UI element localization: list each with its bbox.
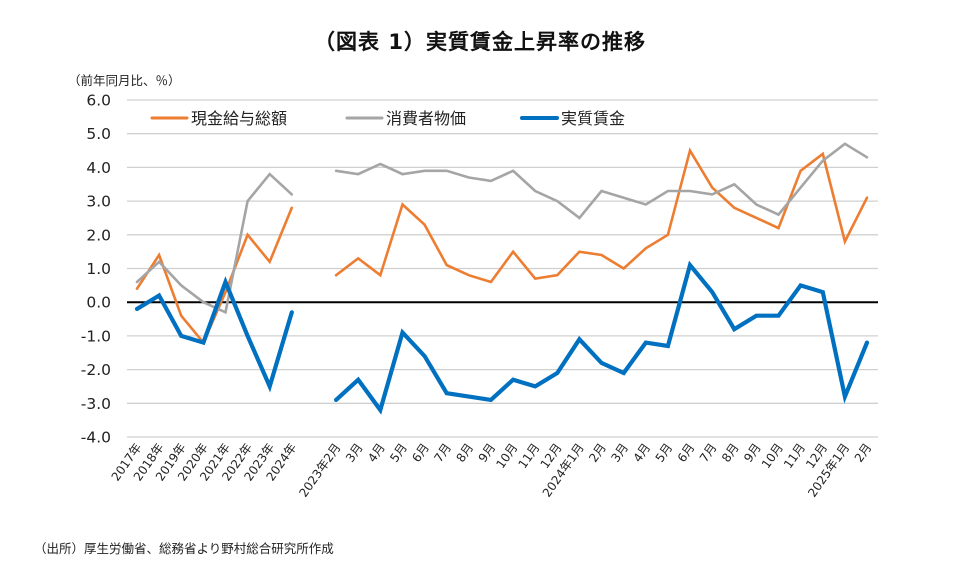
y-tick-label: 5.0 xyxy=(86,125,111,143)
x-tick-label: 6月 xyxy=(675,441,698,465)
y-tick-label: 0.0 xyxy=(86,294,111,312)
y-tick-label: -2.0 xyxy=(81,361,111,379)
chart-title: （図表 1）実質賃金上昇率の推移 xyxy=(314,30,646,54)
x-tick-label: 7月 xyxy=(431,441,454,465)
x-tick-label: 5月 xyxy=(653,441,676,465)
x-tick-label: 8月 xyxy=(454,441,477,465)
series-line xyxy=(334,147,869,284)
series-1 xyxy=(135,142,869,315)
gridlines xyxy=(127,99,878,438)
x-tick-label: 7月 xyxy=(697,441,720,465)
x-tick-label: 11月 xyxy=(781,441,808,471)
x-tick-label: 5月 xyxy=(387,441,410,465)
legend-label: 実質賃金 xyxy=(561,109,625,128)
x-tick-label: 4月 xyxy=(631,441,654,465)
y-tick-label: 2.0 xyxy=(86,226,111,244)
series-line xyxy=(135,206,294,346)
series-lines xyxy=(134,142,870,415)
series-line xyxy=(334,260,870,415)
series-line xyxy=(135,172,294,315)
x-tick-label: 8月 xyxy=(719,441,742,465)
series-line xyxy=(134,276,294,393)
source-note: （出所）厚生労働省、総務省より野村総合研究所作成 xyxy=(34,541,334,556)
x-tick-label: 10月 xyxy=(493,441,520,471)
legend: 現金給与総額 消費者物価 実質賃金 xyxy=(150,109,625,128)
x-tick-label: 2023年2月 xyxy=(296,441,343,500)
x-tick-label: 2月 xyxy=(586,441,609,465)
legend-label: 現金給与総額 xyxy=(191,109,287,128)
y-tick-label: -4.0 xyxy=(81,429,111,447)
y-tick-label: -3.0 xyxy=(81,395,111,413)
x-tick-label: 3月 xyxy=(343,441,366,465)
series-line xyxy=(334,142,869,220)
x-axis-labels: 2017年2018年2019年2020年2021年2022年2023年2024年… xyxy=(109,441,875,500)
x-tick-label: 3月 xyxy=(608,441,631,465)
y-axis-unit-label: （前年同月比、％） xyxy=(68,73,181,88)
x-tick-label: 4月 xyxy=(365,441,388,465)
y-tick-label: 1.0 xyxy=(86,260,111,278)
y-axis-ticks: 6.0 5.0 4.0 3.0 2.0 1.0 0.0 -1.0 -2.0 -3.0 -4.0 xyxy=(81,92,111,447)
series-2 xyxy=(134,260,870,415)
y-tick-label: 3.0 xyxy=(86,193,111,211)
y-tick-label: 4.0 xyxy=(86,159,111,177)
x-tick-label: 10月 xyxy=(759,441,786,471)
x-tick-label: 11月 xyxy=(516,441,543,471)
x-tick-label: 6月 xyxy=(409,441,432,465)
y-tick-label: 6.0 xyxy=(86,92,111,110)
y-tick-label: -1.0 xyxy=(81,327,111,345)
legend-label: 消費者物価 xyxy=(386,109,466,128)
x-tick-label: 2月 xyxy=(852,441,875,465)
